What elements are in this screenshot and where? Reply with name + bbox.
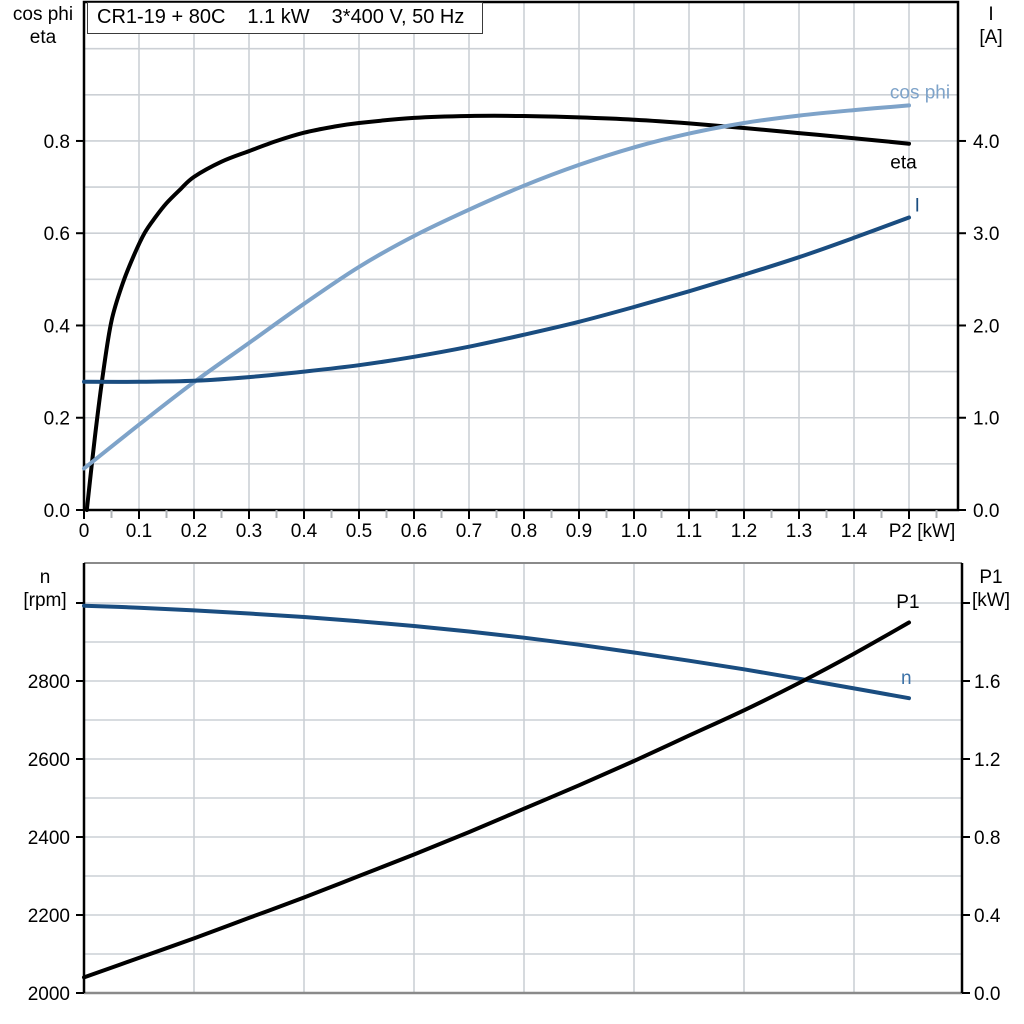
curve-label-n: n bbox=[901, 668, 912, 689]
axis-header-line: eta bbox=[29, 27, 57, 48]
x-axis-tick-label: 1.1 bbox=[676, 521, 702, 542]
axis-header-line: [A] bbox=[979, 27, 1003, 48]
left-axis-tick-label: 0.0 bbox=[44, 501, 70, 522]
left-axis-tick-label: 2800 bbox=[28, 672, 70, 693]
axis-header-line: P1 bbox=[979, 567, 1003, 588]
right-axis-tick-label: 0.4 bbox=[974, 906, 1001, 927]
x-axis-tick-label: 1.3 bbox=[786, 521, 812, 542]
right-axis-tick-label: 1.2 bbox=[974, 750, 1000, 771]
right-axis-tick-label: 2.0 bbox=[973, 316, 999, 337]
axis-header-line: [kW] bbox=[972, 590, 1010, 611]
x-axis-tick-label: 0.9 bbox=[566, 521, 592, 542]
left-axis-tick-label: 2200 bbox=[28, 906, 70, 927]
right-axis-tick-label: 4.0 bbox=[973, 132, 999, 153]
curve-label-P1: P1 bbox=[896, 592, 919, 613]
x-axis-unit-label: P2 [kW] bbox=[889, 521, 956, 542]
left-axis-tick-label: 0.2 bbox=[44, 409, 70, 430]
left-axis-tick-label: 2400 bbox=[28, 828, 70, 849]
x-axis-tick-label: 0.4 bbox=[291, 521, 318, 542]
x-axis-tick-label: 1.4 bbox=[841, 521, 868, 542]
left-axis-tick-label: 0.6 bbox=[44, 224, 70, 245]
right-axis-tick-label: 3.0 bbox=[973, 224, 999, 245]
x-axis-tick-label: 0.3 bbox=[236, 521, 262, 542]
left-axis-tick-label: 2000 bbox=[28, 984, 70, 1005]
curve-label-cos-phi: cos phi bbox=[890, 83, 950, 104]
x-axis-tick-label: 0 bbox=[79, 521, 90, 542]
curve-label-eta: eta bbox=[890, 153, 917, 174]
top-chart-right-axis-header: I [A] bbox=[961, 3, 1021, 49]
right-axis-tick-label: 0.0 bbox=[973, 501, 999, 522]
left-axis-tick-label: 0.8 bbox=[44, 132, 70, 153]
curve-P1 bbox=[82, 620, 911, 980]
top-chart-left-axis-header: cos phi eta bbox=[5, 3, 81, 49]
bottom-chart-right-axis-header: P1 [kW] bbox=[961, 566, 1021, 612]
axis-header-line: I bbox=[988, 4, 994, 25]
left-axis-tick-label: 0.4 bbox=[44, 316, 71, 337]
chart-title-box: CR1-19 + 80C 1.1 kW 3*400 V, 50 Hz bbox=[87, 2, 483, 34]
curve-I bbox=[82, 215, 911, 384]
x-axis-tick-label: 0.2 bbox=[181, 521, 207, 542]
x-axis-tick-label: 1.2 bbox=[731, 521, 757, 542]
rated-power: 1.1 kW bbox=[247, 6, 310, 28]
x-axis-tick-label: 0.7 bbox=[456, 521, 482, 542]
left-axis-tick-label: 2600 bbox=[28, 750, 70, 771]
curve-label-I: I bbox=[915, 196, 920, 217]
axis-header-line: [rpm] bbox=[23, 590, 67, 611]
axis-header-line: cos phi bbox=[12, 4, 74, 25]
x-axis-tick-label: 0.5 bbox=[346, 521, 372, 542]
x-axis-tick-label: 1.0 bbox=[621, 521, 647, 542]
curve-cos-phi bbox=[82, 103, 911, 471]
curve-n bbox=[82, 603, 911, 701]
bottom-chart-left-axis-header: n [rpm] bbox=[9, 566, 81, 612]
right-axis-tick-label: 1.6 bbox=[974, 672, 1000, 693]
right-axis-tick-label: 0.0 bbox=[974, 984, 1000, 1005]
right-axis-tick-label: 1.0 bbox=[973, 409, 999, 430]
right-axis-tick-label: 0.8 bbox=[974, 828, 1000, 849]
supply-voltage: 3*400 V, 50 Hz bbox=[331, 6, 465, 28]
x-axis-tick-label: 0.8 bbox=[511, 521, 537, 542]
pump-model: CR1-19 + 80C bbox=[97, 6, 226, 28]
x-axis-tick-label: 0.1 bbox=[126, 521, 152, 542]
curve-eta bbox=[84, 113, 911, 512]
axis-header-line: n bbox=[39, 567, 51, 588]
x-axis-tick-label: 0.6 bbox=[401, 521, 427, 542]
top-chart-frame bbox=[82, 0, 960, 512]
